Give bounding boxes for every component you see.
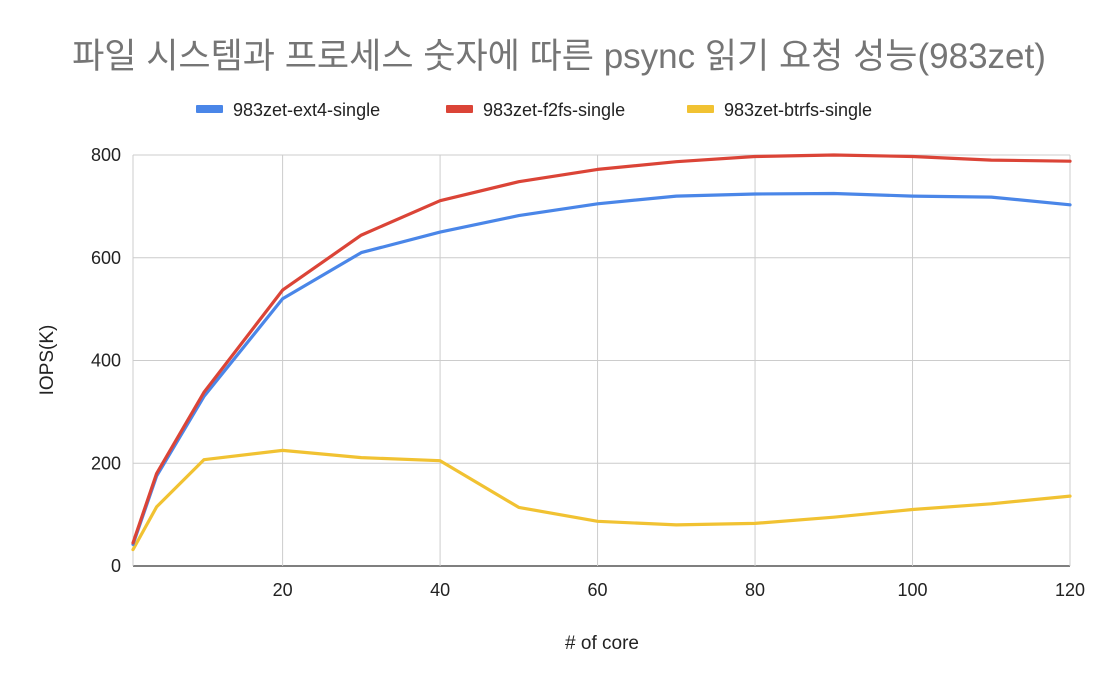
chart-title: 파일 시스템과 프로세스 숫자에 따른 psync 읽기 요청 성능(983ze…: [72, 37, 1046, 76]
gridlines: [132, 154, 1071, 567]
series-lines: [131, 153, 1072, 552]
x-tick-label: 40: [430, 580, 450, 600]
x-tick-label: 80: [745, 580, 765, 600]
y-tick-label: 200: [91, 453, 121, 473]
y-tick-label: 400: [91, 351, 121, 371]
y-tick-label: 0: [111, 556, 121, 576]
x-tick-label: 100: [897, 580, 927, 600]
legend-label: 983zet-f2fs-single: [483, 100, 625, 120]
legend-label: 983zet-ext4-single: [233, 100, 380, 120]
tick-labels: 0 200 400 600 800 20 40 60 80 100 120: [91, 145, 1085, 600]
legend-swatch: [687, 105, 714, 113]
legend: 983zet-ext4-single 983zet-f2fs-single 983z…: [196, 100, 872, 120]
legend-label: 983zet-btrfs-single: [724, 100, 872, 120]
y-axis-label: IOPS(K): [37, 325, 58, 396]
x-tick-label: 60: [588, 580, 608, 600]
series-line-983zet-ext4-single: [131, 191, 1072, 547]
y-tick-label: 600: [91, 248, 121, 268]
legend-swatch: [196, 105, 223, 113]
series-line-983zet-btrfs-single: [131, 448, 1072, 552]
x-tick-label: 120: [1055, 580, 1085, 600]
series-line-983zet-f2fs-single: [131, 153, 1072, 545]
x-axis-label: # of core: [565, 633, 639, 654]
legend-swatch: [446, 105, 473, 113]
y-tick-label: 800: [91, 145, 121, 165]
x-tick-label: 20: [273, 580, 293, 600]
